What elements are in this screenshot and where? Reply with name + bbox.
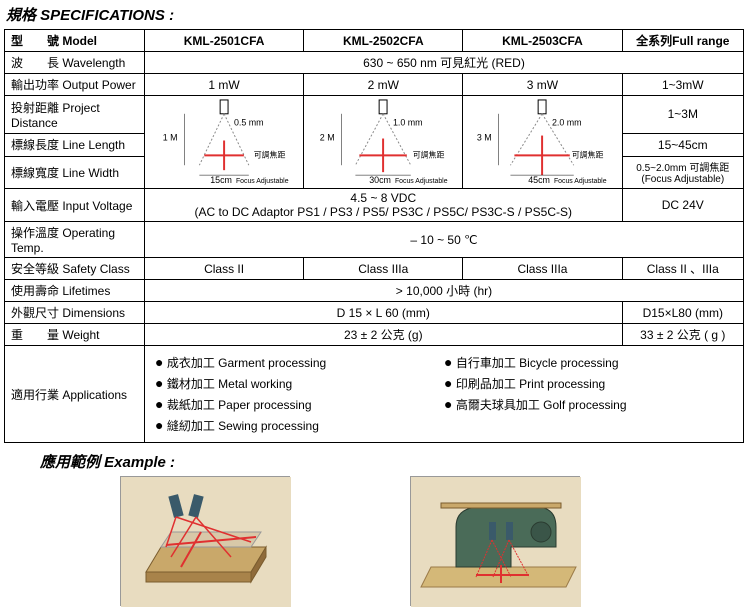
d1-focus: 可調焦距 [254, 149, 286, 159]
dim-c4: D15×L80 (mm) [622, 302, 743, 324]
d1-h: 1 M [163, 133, 178, 143]
safety-c2: Class IIIa [304, 258, 463, 280]
app-item: ● 成衣加工 Garment processing [155, 352, 444, 373]
app-text: 縫紉加工 Sewing processing [167, 419, 319, 433]
d2-focus: 可調焦距 [413, 149, 445, 159]
voltage-sub-line: (AC to DC Adaptor PS1 / PS3 / PS5/ PS3C … [151, 205, 616, 219]
row-safety-label: 安全等級 Safety Class [5, 258, 145, 280]
d1-w: 15cm [210, 175, 232, 185]
col-c4: 全系列Full range [622, 30, 743, 52]
app-col-left: ● 成衣加工 Garment processing ● 鐵材加工 Metal w… [155, 352, 444, 436]
diagram-2: 2 M 30cm 1.0 mm 可調焦距 Focus Adjustable [304, 96, 463, 189]
bullet-icon: ● [155, 396, 163, 412]
app-text: 裁紙加工 Paper processing [167, 398, 312, 412]
bullet-icon: ● [155, 417, 163, 433]
row-wavelength-val: 630 ~ 650 nm 可見紅光 (RED) [145, 52, 744, 74]
app-item: ● 印刷品加工 Print processing [444, 373, 733, 394]
app-item: ● 裁紙加工 Paper processing [155, 394, 444, 415]
specs-title: 規格 SPECIFICATIONS : [0, 0, 750, 29]
example-image-1 [120, 476, 290, 606]
voltage-main: 4.5 ~ 8 VDC (AC to DC Adaptor PS1 / PS3 … [145, 189, 623, 222]
row-dim-label: 外觀尺寸 Dimensions [5, 302, 145, 324]
col-model: 型 號 Model [5, 30, 145, 52]
col-c3: KML-2503CFA [463, 30, 622, 52]
proj-c4: 1~3M [622, 96, 743, 134]
d2-lw: 1.0 mm [393, 118, 423, 128]
row-life-label: 使用壽命 Lifetimes [5, 280, 145, 302]
col-c1: KML-2501CFA [145, 30, 304, 52]
app-text: 鐵材加工 Metal working [167, 377, 292, 391]
example-title: 應用範例 Example : [0, 443, 750, 476]
safety-c4: Class II 、IIIa [622, 258, 743, 280]
diagram-1: 1 M 15cm 0.5 mm 可調焦距 Focus Adjustable [145, 96, 304, 189]
applications-cell: ● 成衣加工 Garment processing ● 鐵材加工 Metal w… [145, 346, 744, 443]
row-linelen-label: 標線長度 Line Length [5, 133, 145, 156]
app-text: 高爾夫球具加工 Golf processing [456, 398, 627, 412]
life-val: > 10,000 小時 (hr) [145, 280, 744, 302]
example-image-2 [410, 476, 580, 606]
linelen-c4: 15~45cm [622, 133, 743, 156]
app-text: 自行車加工 Bicycle processing [456, 356, 619, 370]
power-c4: 1~3mW [622, 74, 743, 96]
bullet-icon: ● [444, 396, 452, 412]
d3-w: 45cm [529, 175, 551, 185]
row-app-label: 適用行業 Applications [5, 346, 145, 443]
d3-lw: 2.0 mm [552, 118, 582, 128]
row-proj-label: 投射距離 Project Distance [5, 96, 145, 134]
app-item: ● 鐵材加工 Metal working [155, 373, 444, 394]
linewidth-c4b: (Focus Adjustable) [629, 174, 737, 185]
examples-row [0, 476, 750, 616]
specs-table: 型 號 Model KML-2501CFA KML-2502CFA KML-25… [4, 29, 744, 443]
power-c3: 3 mW [463, 74, 622, 96]
row-temp-label: 操作溫度 Operating Temp. [5, 222, 145, 258]
weight-c4: 33 ± 2 公克 ( g ) [622, 324, 743, 346]
power-c1: 1 mW [145, 74, 304, 96]
d2-w: 30cm [369, 175, 391, 185]
app-text: 印刷品加工 Print processing [456, 377, 605, 391]
bullet-icon: ● [444, 375, 452, 391]
bullet-icon: ● [155, 354, 163, 370]
row-power-label: 輸出功率 Output Power [5, 74, 145, 96]
app-item: ● 高爾夫球具加工 Golf processing [444, 394, 733, 415]
safety-c1: Class II [145, 258, 304, 280]
app-item: ● 自行車加工 Bicycle processing [444, 352, 733, 373]
bullet-icon: ● [155, 375, 163, 391]
d1-lw: 0.5 mm [234, 118, 264, 128]
d3-focus-en: Focus Adjustable [554, 178, 607, 185]
diagram-3: 3 M 45cm 2.0 mm 可調焦距 Focus Adjustable [463, 96, 622, 189]
dim-main: D 15 × L 60 (mm) [145, 302, 623, 324]
d2-focus-en: Focus Adjustable [395, 178, 448, 185]
app-col-right: ● 自行車加工 Bicycle processing ● 印刷品加工 Print… [444, 352, 733, 436]
d2-h: 2 M [320, 133, 335, 143]
row-linewidth-label: 標線寬度 Line Width [5, 156, 145, 188]
d3-h: 3 M [477, 133, 492, 143]
linewidth-c4: 0.5~2.0mm 可調焦距 (Focus Adjustable) [622, 156, 743, 188]
d1-focus-en: Focus Adjustable [236, 178, 289, 185]
power-c2: 2 mW [304, 74, 463, 96]
row-wavelength-label: 波 長 Wavelength [5, 52, 145, 74]
weight-main: 23 ± 2 公克 (g) [145, 324, 623, 346]
app-text: 成衣加工 Garment processing [167, 356, 326, 370]
row-weight-label: 重 量 Weight [5, 324, 145, 346]
d3-focus: 可調焦距 [572, 149, 604, 159]
voltage-c4: DC 24V [622, 189, 743, 222]
voltage-main-line: 4.5 ~ 8 VDC [151, 191, 616, 205]
bullet-icon: ● [444, 354, 452, 370]
temp-val: – 10 ~ 50 ℃ [145, 222, 744, 258]
col-c2: KML-2502CFA [304, 30, 463, 52]
linewidth-c4a: 0.5~2.0mm 可調焦距 [629, 159, 737, 174]
row-voltage-label: 輸入電壓 Input Voltage [5, 189, 145, 222]
safety-c3: Class IIIa [463, 258, 622, 280]
app-item: ● 縫紉加工 Sewing processing [155, 415, 444, 436]
